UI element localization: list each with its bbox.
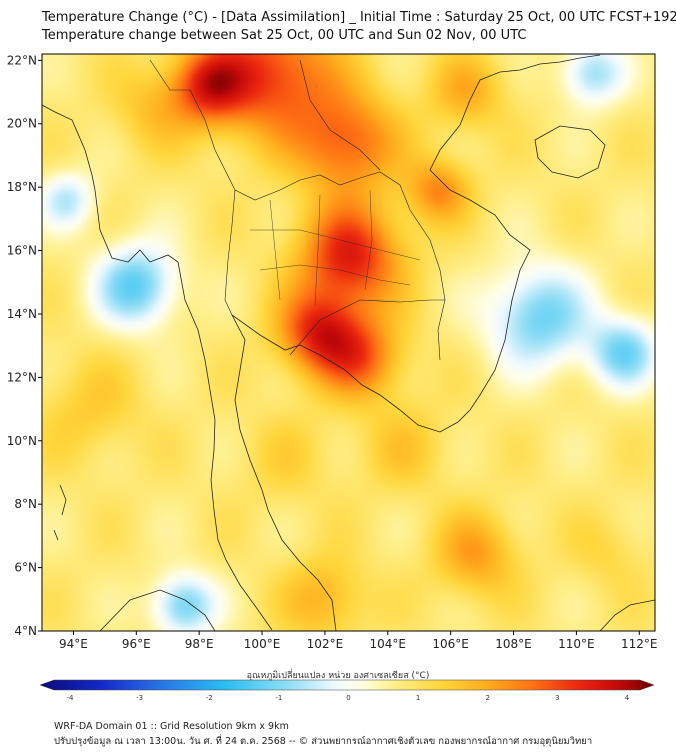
model-info: WRF-DA Domain 01 :: Grid Resolution 9km …	[54, 721, 289, 732]
longitude-axis: 94°E 96°E 98°E 100°E 102°E 104°E 106°E 108°E 110…	[59, 631, 658, 651]
colorbar-tick-label: 3	[555, 694, 559, 702]
temperature-field-raster	[42, 54, 655, 631]
latitude-axis: 22°N 20°N 18°N 16°N 14°N 12°N 10°N 8°N 6°N 4°N	[7, 53, 42, 638]
lat-tick-label: 10°N	[7, 434, 37, 448]
colorbar-tick-label: -4	[67, 694, 75, 702]
lat-tick-label: 12°N	[7, 370, 37, 384]
lat-tick-label: 4°N	[14, 624, 37, 638]
lat-tick-label: 14°N	[7, 307, 37, 321]
lat-tick-label: 8°N	[14, 497, 37, 511]
lon-tick-label: 102°E	[307, 637, 344, 651]
colorbar-tick-label: 4	[625, 694, 630, 702]
lon-tick-label: 98°E	[185, 637, 214, 651]
update-credit: ปรับปรุงข้อมูล ณ เวลา 13:00น. วัน ศ. ที่…	[54, 736, 593, 747]
lat-tick-label: 20°N	[7, 117, 37, 131]
colorbar-tick-label: -2	[206, 694, 213, 702]
colorbar-title: อุณหภูมิเปลี่ยนแปลง หน่วย องศาเซลเซียส (…	[246, 671, 430, 681]
lon-tick-label: 104°E	[370, 637, 407, 651]
lat-tick-label: 6°N	[14, 561, 37, 575]
lon-tick-label: 112°E	[621, 637, 658, 651]
colorbar-tick-labels: -4 -3 -2 -1 0 1 2 3 4	[67, 694, 630, 702]
lon-tick-label: 108°E	[495, 637, 532, 651]
lon-tick-label: 100°E	[244, 637, 281, 651]
lat-tick-label: 18°N	[7, 180, 37, 194]
lon-tick-label: 106°E	[432, 637, 469, 651]
colorbar-tick-label: 0	[346, 694, 350, 702]
lat-tick-label: 22°N	[7, 53, 37, 67]
map-subtitle: Temperature change between Sat 25 Oct, 0…	[42, 28, 527, 43]
colorbar: -4 -3 -2 -1 0 1 2 3 4	[39, 679, 655, 702]
colorbar-tick-label: -3	[136, 694, 143, 702]
coastlines-and-borders	[42, 54, 655, 631]
plot-frame	[41, 53, 656, 632]
lat-tick-label: 16°N	[7, 244, 37, 258]
colorbar-tick-label: 1	[416, 694, 420, 702]
lon-tick-label: 96°E	[122, 637, 151, 651]
lon-tick-label: 94°E	[59, 637, 88, 651]
colorbar-tick-label: -1	[275, 694, 282, 702]
lon-tick-label: 110°E	[558, 637, 595, 651]
colorbar-tick-label: 2	[486, 694, 490, 702]
map-title: Temperature Change (°C) - [Data Assimila…	[42, 10, 676, 25]
